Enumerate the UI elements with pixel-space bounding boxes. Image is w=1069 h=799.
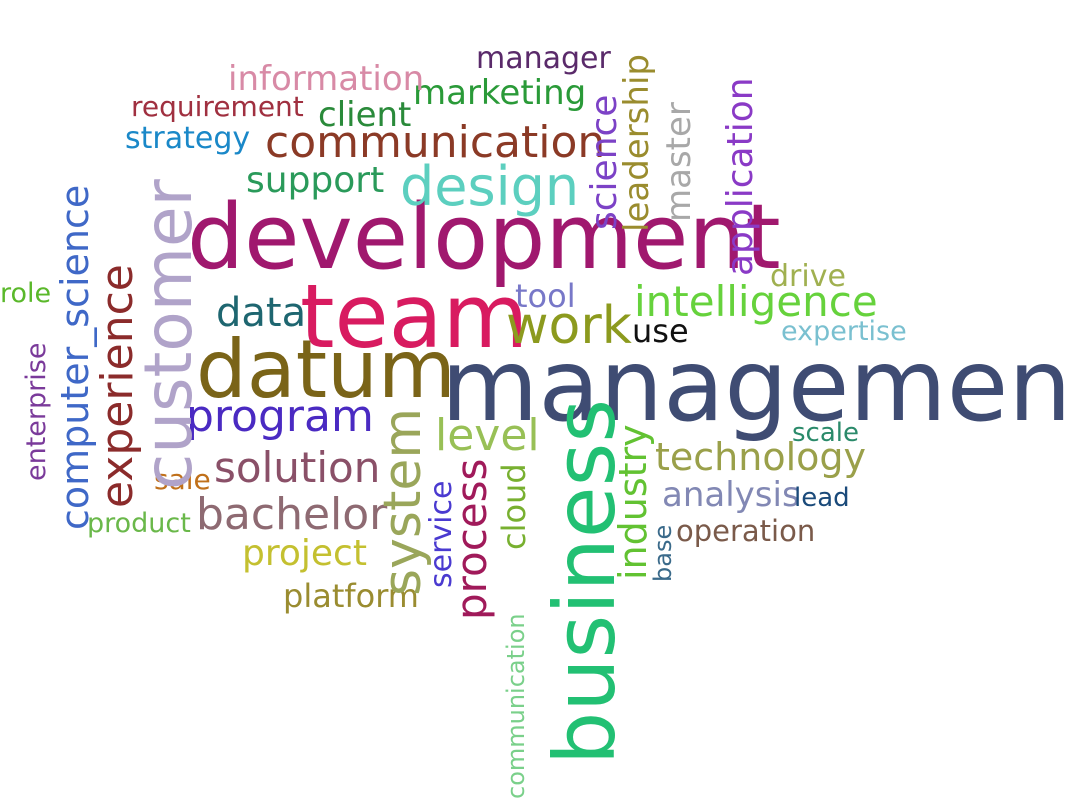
- word-information: information: [228, 59, 425, 99]
- word-use: use: [632, 312, 689, 350]
- word-client: client: [318, 95, 412, 135]
- word-communication-small: communication: [502, 613, 530, 799]
- word-enterprise: enterprise: [21, 342, 52, 481]
- word-support: support: [246, 160, 385, 201]
- word-experience: experience: [92, 264, 143, 508]
- word-application: application: [720, 77, 761, 276]
- word-expertise: expertise: [781, 316, 907, 347]
- word-service: service: [424, 480, 459, 588]
- word-level: level: [435, 410, 540, 461]
- word-industry: industry: [611, 424, 655, 580]
- word-program: program: [186, 391, 374, 442]
- word-customer: customer: [130, 179, 207, 490]
- word-work: work: [506, 296, 632, 356]
- word-data: data: [216, 290, 307, 336]
- word-communication: communication: [265, 117, 606, 168]
- word-drive: drive: [770, 259, 846, 294]
- word-product: product: [87, 508, 191, 539]
- word-lead: lead: [794, 483, 850, 513]
- word-project: project: [242, 533, 367, 574]
- word-cloud: cloud: [495, 463, 533, 550]
- word-scale: scale: [792, 418, 859, 448]
- word-requirement: requirement: [131, 90, 304, 123]
- word-role: role: [0, 278, 52, 309]
- word-system: system: [373, 408, 433, 596]
- word-development: development: [187, 185, 781, 290]
- word-master: master: [659, 102, 699, 222]
- word-operation: operation: [676, 514, 816, 548]
- word-sale: sale: [154, 463, 211, 496]
- word-leadership: leadership: [617, 54, 657, 232]
- word-platform: platform: [283, 577, 419, 615]
- word-solution: solution: [214, 443, 381, 492]
- word-analysis: analysis: [662, 475, 800, 515]
- word-tool: tool: [515, 277, 576, 315]
- word-management: management: [441, 327, 1069, 444]
- word-strategy: strategy: [125, 121, 251, 156]
- word-computer-science: computer_science: [53, 184, 97, 530]
- word-marketing: marketing: [413, 73, 587, 113]
- word-base: base: [649, 524, 677, 582]
- word-datum: datum: [196, 323, 456, 416]
- word-technology: technology: [655, 435, 867, 479]
- word-manager: manager: [476, 41, 611, 76]
- word-intelligence: intelligence: [634, 277, 878, 326]
- word-bachelor: bachelor: [196, 489, 388, 540]
- word-team: team: [300, 265, 529, 368]
- word-design: design: [400, 155, 580, 218]
